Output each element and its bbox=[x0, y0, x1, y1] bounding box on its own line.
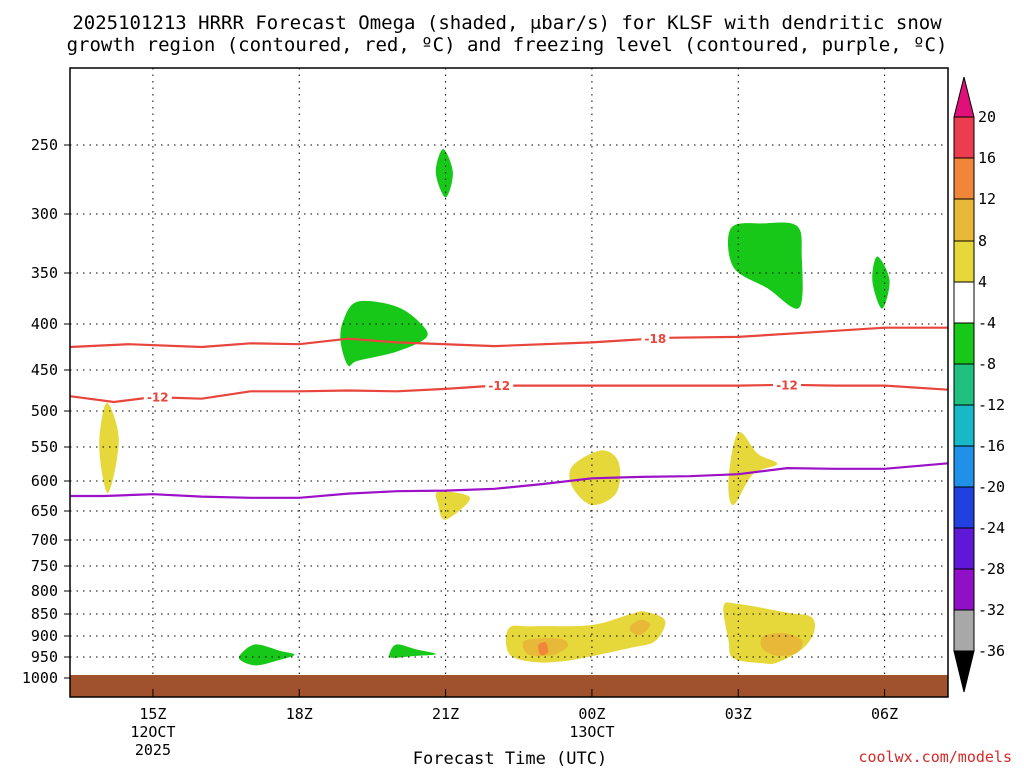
contour-label-dgz-minus12-2: -12 bbox=[488, 379, 510, 393]
chart-title-line2: growth region (contoured, red, ºC) and f… bbox=[67, 34, 948, 56]
contour-label-bg-dgz-minus18-1 bbox=[641, 331, 670, 346]
omega-region-green-3 bbox=[872, 256, 890, 309]
colorbar-swatch-13 bbox=[953, 609, 975, 652]
colorbar-label-12: -28 bbox=[978, 560, 1005, 578]
omega-region-green-2 bbox=[727, 222, 803, 309]
y-tick-label-700: 700 bbox=[31, 531, 58, 549]
colorbar-swatch-9 bbox=[953, 445, 975, 488]
contour-label-bg-dgz-minus12-2 bbox=[485, 378, 514, 393]
y-tick-label-300: 300 bbox=[31, 205, 58, 223]
colorbar-top-arrow bbox=[953, 76, 975, 118]
colorbar-label-5: 4 bbox=[978, 273, 987, 291]
colorbar-label-7: -8 bbox=[978, 355, 996, 373]
colorbar-bottom-arrow bbox=[953, 650, 975, 693]
colorbar-label-4: 8 bbox=[978, 232, 987, 250]
colorbar-label-13: -32 bbox=[978, 601, 1005, 619]
y-tick-label-650: 650 bbox=[31, 502, 58, 520]
colorbar-swatch-6 bbox=[953, 322, 975, 365]
omega-region-yellow-2 bbox=[435, 491, 471, 520]
colorbar-swatch-11 bbox=[953, 527, 975, 570]
y-tick-label-550: 550 bbox=[31, 438, 58, 456]
colorbar-swatch-12 bbox=[953, 568, 975, 611]
omega-region-orange-dark-1 bbox=[538, 641, 549, 656]
contour-label-dgz-minus12-3: -12 bbox=[776, 378, 798, 392]
colorbar-label-11: -24 bbox=[978, 519, 1005, 537]
colorbar-swatch-4 bbox=[953, 240, 975, 283]
colorbar-swatch-8 bbox=[953, 404, 975, 447]
contour-label-bg-dgz-minus12-1 bbox=[143, 390, 172, 405]
colorbar-swatch-1 bbox=[953, 116, 975, 159]
chart-title-line1: 2025101213 HRRR Forecast Omega (shaded, … bbox=[72, 12, 942, 34]
y-tick-label-350: 350 bbox=[31, 264, 58, 282]
colorbar-label-2: 16 bbox=[978, 149, 996, 167]
y-tick-label-850: 850 bbox=[31, 605, 58, 623]
y-tick-label-800: 800 bbox=[31, 582, 58, 600]
x-tick-label-15Z: 15Z bbox=[139, 705, 166, 723]
x-tick-label-21Z: 21Z bbox=[432, 705, 459, 723]
x-tick-date-00Z: 13OCT bbox=[569, 723, 614, 741]
y-tick-label-500: 500 bbox=[31, 402, 58, 420]
colorbar-swatch-3 bbox=[953, 198, 975, 242]
y-tick-label-450: 450 bbox=[31, 361, 58, 379]
colorbar-label-3: 12 bbox=[978, 190, 996, 208]
omega-region-yellow-1 bbox=[99, 402, 119, 494]
y-tick-label-950: 950 bbox=[31, 648, 58, 666]
x-tick-year-15Z: 2025 bbox=[135, 741, 171, 759]
y-tick-label-400: 400 bbox=[31, 315, 58, 333]
colorbar-label-14: -36 bbox=[978, 642, 1005, 660]
y-tick-label-900: 900 bbox=[31, 627, 58, 645]
y-tick-label-750: 750 bbox=[31, 557, 58, 575]
plot-frame bbox=[69, 67, 949, 698]
colorbar-swatch-2 bbox=[953, 157, 975, 200]
plot-area: -18 -12 -12 -12 250 300 350 400 450 500 550 600 650 7… bbox=[22, 67, 949, 759]
omega-region-green-6 bbox=[388, 644, 436, 658]
colorbar-label-10: -20 bbox=[978, 478, 1005, 496]
watermark-text: coolwx.com/models bbox=[858, 748, 1012, 766]
omega-region-orange-light-3 bbox=[760, 632, 803, 656]
colorbar-swatch-5 bbox=[953, 281, 975, 324]
colorbar-swatch-10 bbox=[953, 486, 975, 529]
y-tick-label-600: 600 bbox=[31, 472, 58, 490]
contour-freezing-level bbox=[70, 462, 948, 499]
contour-label-bg-dgz-minus12-3 bbox=[773, 377, 802, 392]
contour-dgz-minus12 bbox=[70, 383, 948, 404]
colorbar-label-9: -16 bbox=[978, 437, 1005, 455]
omega-region-yellow-4 bbox=[728, 432, 778, 506]
contour-label-dgz-minus12-1: -12 bbox=[147, 391, 169, 405]
colorbar-label-1: 20 bbox=[978, 108, 996, 126]
x-axis-title: Forecast Time (UTC) bbox=[413, 749, 607, 768]
x-tick-label-06Z: 06Z bbox=[871, 705, 898, 723]
y-tick-label-1000: 1000 bbox=[22, 669, 58, 687]
contour-label-dgz-minus18-1: -18 bbox=[644, 332, 666, 346]
x-tick-label-00Z: 00Z bbox=[578, 705, 605, 723]
omega-region-green-1 bbox=[435, 149, 453, 198]
contour-dgz-minus18 bbox=[70, 326, 948, 349]
colorbar-label-8: -12 bbox=[978, 396, 1005, 414]
ground-band bbox=[70, 675, 948, 697]
x-tick-label-03Z: 03Z bbox=[725, 705, 752, 723]
x-tick-label-18Z: 18Z bbox=[286, 705, 313, 723]
omega-region-green-4 bbox=[340, 300, 428, 367]
colorbar-label-6: -4 bbox=[978, 314, 996, 332]
colorbar: 20 16 12 8 4 -4 -8 -12 -16 -20 -24 -28 -32 -36 bbox=[953, 76, 1005, 693]
omega-region-green-5 bbox=[238, 644, 295, 666]
y-tick-label-250: 250 bbox=[31, 136, 58, 154]
omega-region-orange-light-2 bbox=[629, 619, 651, 635]
x-tick-date-15Z: 12OCT bbox=[130, 723, 175, 741]
colorbar-swatch-7 bbox=[953, 363, 975, 406]
